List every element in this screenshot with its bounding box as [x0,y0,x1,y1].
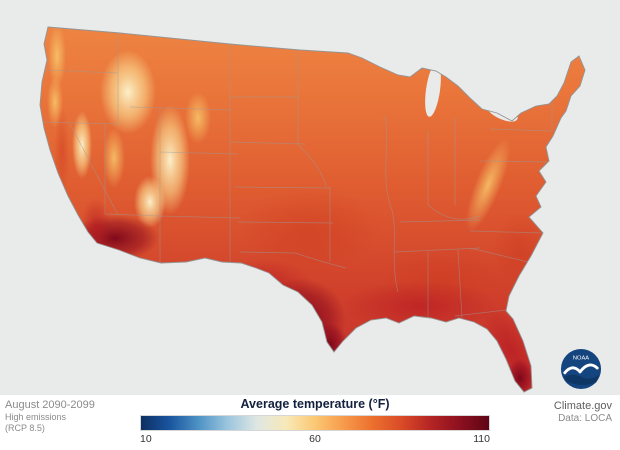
us-temperature-map [39,26,586,393]
rcp-label: (RCP 8.5) [5,423,45,433]
tick-max: 110 [473,433,490,445]
noaa-logo: NOAA [560,348,602,390]
seagull-icon [563,363,599,375]
map-area: NOAA [0,0,620,395]
colorbar [140,415,490,431]
site-label: Climate.gov [553,400,612,412]
us-outline [39,26,586,393]
tick-mid: 60 [309,433,321,445]
legend-title: Average temperature (°F) [240,397,390,411]
scenario-label: High emissions [5,412,67,422]
temperature-legend: Average temperature (°F) 10 60 110 [140,397,490,447]
map-fill-layers [40,27,585,392]
tick-min: 10 [140,433,152,445]
data-source-label: Data: LOCA [558,413,612,424]
state-borders [40,30,553,319]
colorbar-ticks: 10 60 110 [140,433,490,447]
noaa-logo-svg: NOAA [560,348,602,390]
period-block: August 2090-2099 High emissions (RCP 8.5… [5,399,95,434]
attribution-block: Climate.gov Data: LOCA [554,399,612,425]
noaa-logo-text: NOAA [573,355,589,361]
footer: August 2090-2099 High emissions (RCP 8.5… [0,395,620,450]
noaa-logo-wave [563,374,600,386]
great-lakes [366,50,549,122]
period-label: August 2090-2099 [5,399,95,411]
